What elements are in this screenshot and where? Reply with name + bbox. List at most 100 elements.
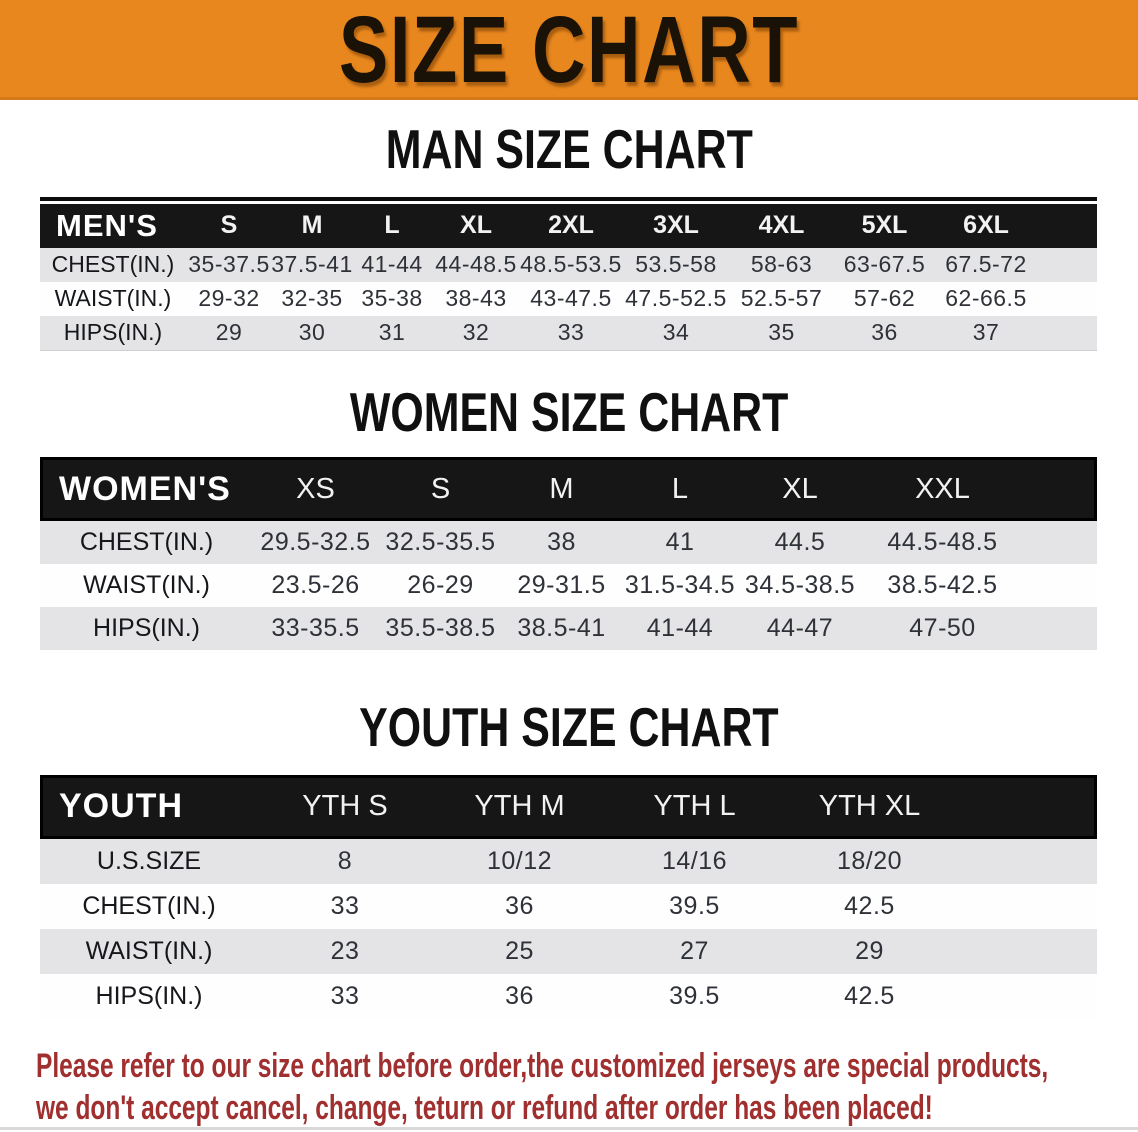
table-row-hips: HIPS(IN.) 29 30 31 32 33 34 35 36 37 — [40, 315, 1097, 350]
value-cell: 58-63 — [750, 251, 813, 278]
size-column-header: YTH S — [302, 790, 388, 823]
value-cell: 30 — [298, 319, 326, 346]
size-column-header: 6XL — [963, 211, 1009, 240]
value-cell: 38.5-41 — [517, 614, 606, 643]
disclaimer-line-1: Please refer to our size chart before or… — [36, 1046, 1049, 1085]
value-cell: 8 — [337, 846, 353, 875]
value-cell: 35-38 — [361, 285, 423, 312]
size-column-header: M — [549, 472, 574, 505]
size-column-header: L — [384, 211, 400, 240]
row-label: WAIST(IN.) — [83, 571, 210, 600]
row-label: HIPS(IN.) — [63, 319, 163, 346]
size-column-header: 5XL — [861, 211, 908, 240]
value-cell: 33-35.5 — [271, 614, 360, 643]
size-column-header: YTH XL — [818, 790, 921, 823]
value-cell: 41-44 — [361, 251, 423, 278]
row-label: CHEST(IN.) — [82, 891, 216, 920]
size-column-header: 3XL — [653, 211, 699, 240]
table-row-chest: CHEST(IN.) 35-37.5 37.5-41 41-44 44-48.5… — [40, 247, 1097, 282]
value-cell: 33 — [330, 981, 360, 1010]
value-cell: 31 — [378, 319, 406, 346]
value-cell: 14/16 — [661, 846, 728, 875]
youth-size-table: YOUTH YTH S YTH M YTH L YTH XL U.S.SIZE … — [40, 774, 1097, 1019]
value-cell: 43-47.5 — [530, 285, 612, 312]
mens-table-body: CHEST(IN.) 35-37.5 37.5-41 41-44 44-48.5… — [40, 247, 1097, 350]
size-column-header: 2XL — [548, 211, 594, 240]
value-cell: 42.5 — [844, 981, 895, 1010]
size-column-header: L — [671, 472, 689, 505]
women-section-heading: WOMEN SIZE CHART — [349, 380, 789, 443]
table-row-waist: WAIST(IN.) 23 25 27 29 — [40, 928, 1097, 974]
youth-table-body: U.S.SIZE 8 10/12 14/16 18/20 CHEST(IN.) … — [40, 838, 1097, 1019]
table-row-hips: HIPS(IN.) 33 36 39.5 42.5 — [40, 973, 1097, 1019]
mens-size-table: MEN'S S M L XL 2XL 3XL 4XL 5XL 6XL CHEST… — [40, 196, 1097, 351]
table-row-waist: WAIST(IN.) 29-32 32-35 35-38 38-43 43-47… — [40, 281, 1097, 316]
size-column-header: YTH L — [653, 790, 736, 823]
size-column-header: S — [430, 472, 451, 505]
size-column-header: XL — [460, 211, 492, 240]
value-cell: 48.5-53.5 — [520, 251, 622, 278]
banner: SIZE CHART — [0, 0, 1138, 100]
value-cell: 47-50 — [909, 614, 976, 643]
value-cell: 23 — [330, 936, 360, 965]
womens-table-body: CHEST(IN.) 29.5-32.5 32.5-35.5 38 41 44.… — [40, 521, 1097, 651]
size-column-header: XL — [782, 472, 818, 505]
value-cell: 34.5-38.5 — [744, 571, 856, 600]
value-cell: 32-35 — [281, 285, 343, 312]
value-cell: 36 — [505, 981, 534, 1010]
table-row-us-size: U.S.SIZE 8 10/12 14/16 18/20 — [40, 838, 1097, 884]
value-cell: 34 — [662, 319, 690, 346]
womens-size-table: WOMEN'S XS S M L XL XXL CHEST(IN.) 29.5-… — [40, 457, 1097, 651]
value-cell: 41 — [665, 528, 695, 557]
value-cell: 63-67.5 — [843, 251, 926, 278]
value-cell: 38 — [547, 528, 576, 557]
youth-table-header-row: YOUTH YTH S YTH M YTH L YTH XL — [40, 774, 1097, 839]
value-cell: 35-37.5 — [188, 251, 270, 278]
value-cell: 36 — [505, 891, 534, 920]
size-column-header: M — [301, 211, 323, 240]
value-cell: 35.5-38.5 — [385, 614, 496, 643]
value-cell: 29 — [215, 319, 243, 346]
disclaimer-note: Please refer to our size chart before or… — [36, 1045, 1138, 1129]
value-cell: 36 — [871, 319, 898, 346]
size-column-header: S — [220, 211, 238, 240]
mens-corner-label: MEN'S — [56, 207, 158, 243]
banner-title: SIZE CHART — [338, 0, 800, 103]
value-cell: 38.5-42.5 — [887, 571, 998, 600]
womens-corner-label: WOMEN'S — [59, 469, 231, 508]
youth-section-heading-wrap: YOUTH SIZE CHART — [0, 700, 1138, 755]
value-cell: 37.5-41 — [271, 251, 353, 278]
value-cell: 44.5-48.5 — [887, 528, 998, 557]
value-cell: 10/12 — [486, 846, 553, 875]
man-section-heading-wrap: MAN SIZE CHART — [0, 118, 1138, 180]
value-cell: 29-32 — [198, 285, 260, 312]
value-cell: 67.5-72 — [945, 251, 1027, 278]
man-section-heading: MAN SIZE CHART — [385, 118, 753, 180]
size-column-header: YTH M — [474, 790, 565, 823]
value-cell: 39.5 — [669, 891, 720, 920]
value-cell: 41-44 — [646, 614, 714, 643]
value-cell: 53.5-58 — [635, 251, 717, 278]
value-cell: 23.5-26 — [271, 571, 360, 600]
value-cell: 37 — [972, 319, 1000, 346]
value-cell: 32.5-35.5 — [385, 528, 496, 557]
value-cell: 57-62 — [853, 285, 916, 312]
value-cell: 29-31.5 — [517, 571, 606, 600]
value-cell: 31.5-34.5 — [624, 571, 736, 600]
value-cell: 18/20 — [836, 846, 903, 875]
mens-table-header-row: MEN'S S M L XL 2XL 3XL 4XL 5XL 6XL — [40, 203, 1097, 248]
women-section-heading-wrap: WOMEN SIZE CHART — [0, 380, 1138, 443]
value-cell: 52.5-57 — [740, 285, 823, 312]
bottom-divider — [0, 1127, 1138, 1130]
size-column-header: 4XL — [758, 211, 805, 240]
row-label: WAIST(IN.) — [54, 285, 172, 312]
table-row-chest: CHEST(IN.) 29.5-32.5 32.5-35.5 38 41 44.… — [40, 521, 1097, 565]
disclaimer-line-2: we don't accept cancel, change, teturn o… — [36, 1088, 933, 1127]
value-cell: 27 — [680, 936, 709, 965]
size-column-header: XXL — [915, 472, 970, 505]
table-row-chest: CHEST(IN.) 33 36 39.5 42.5 — [40, 883, 1097, 929]
row-label: HIPS(IN.) — [93, 614, 200, 643]
size-column-header: XS — [296, 472, 335, 505]
value-cell: 35 — [768, 319, 795, 346]
